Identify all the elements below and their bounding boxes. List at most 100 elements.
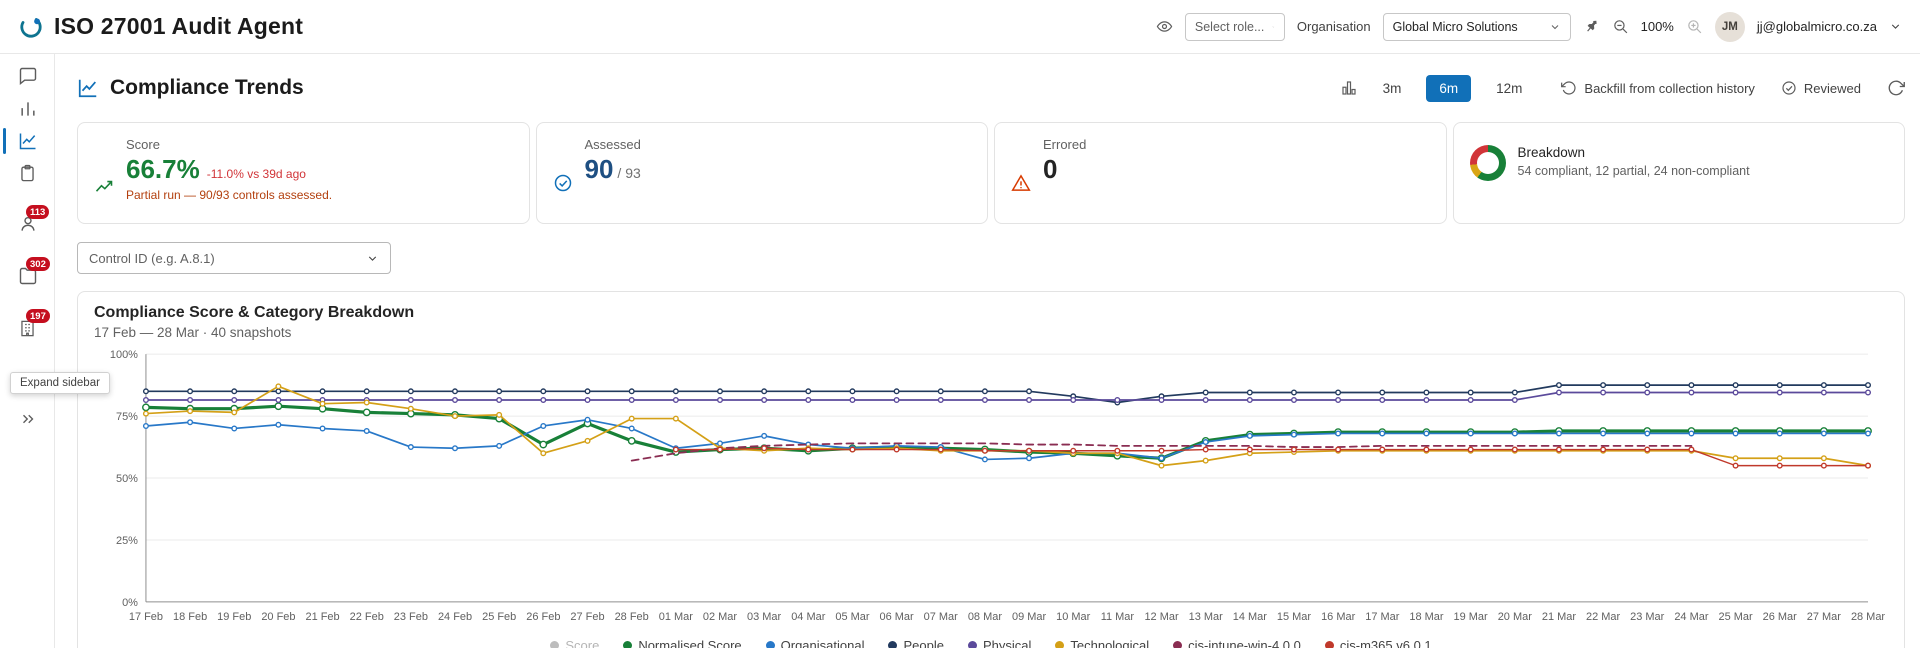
x-axis-label: 17 Feb: [129, 611, 163, 623]
sidebar-item-audits[interactable]: [0, 158, 55, 188]
legend-item[interactable]: Organisational: [765, 638, 865, 648]
main-content: Compliance Trends 3m 6m 12m Backfill fro…: [55, 54, 1920, 648]
sidebar-item-reports[interactable]: [0, 94, 55, 124]
breakdown-label: Breakdown: [1517, 145, 1586, 160]
x-axis-label: 03 Mar: [747, 611, 781, 623]
data-point: [496, 442, 503, 449]
backfill-button[interactable]: Backfill from collection history: [1561, 80, 1755, 96]
legend-item[interactable]: Technological: [1055, 638, 1149, 648]
data-point: [1335, 397, 1342, 403]
data-point: [1820, 389, 1827, 396]
data-point: [1114, 447, 1121, 454]
data-point: [142, 397, 149, 403]
trend-up-icon: [94, 165, 114, 209]
app-title: ISO 27001 Audit Agent: [54, 13, 304, 39]
user-email: jj@globalmicro.co.za: [1756, 19, 1877, 34]
data-point: [1379, 397, 1386, 403]
sidebar-item-trends[interactable]: [0, 126, 55, 156]
range-12m-button[interactable]: 12m: [1496, 80, 1523, 96]
data-point: [363, 427, 370, 434]
data-point: [1290, 389, 1297, 396]
data-point: [319, 400, 326, 407]
chart-subtitle: 17 Feb — 28 Mar · 40 snapshots: [94, 325, 292, 340]
trend-chart[interactable]: 0% 25% 50% 75% 100% 17 Feb 18 Feb 19 Feb 20 Feb 2…: [94, 346, 1888, 630]
data-point: [1820, 462, 1827, 469]
data-point: [672, 415, 679, 422]
x-axis-label: 07 Mar: [924, 611, 958, 623]
avatar[interactable]: JM: [1714, 11, 1745, 42]
account-chevron-icon[interactable]: [1889, 20, 1902, 33]
zoom-out-icon[interactable]: [1612, 18, 1629, 35]
data-point: [1776, 382, 1783, 389]
sidebar-item-assets[interactable]: 197: [0, 309, 55, 343]
column-chart-icon[interactable]: [1340, 79, 1358, 97]
sidebar-item-identities[interactable]: 113: [0, 205, 55, 239]
role-select[interactable]: Select role...: [1184, 12, 1285, 41]
data-point: [761, 432, 768, 439]
data-point: [628, 425, 635, 432]
score-card: Score 66.7% -11.0% vs 39d ago Partial run…: [77, 122, 530, 224]
data-point: [275, 421, 282, 428]
x-axis-label: 15 Mar: [1277, 611, 1311, 623]
x-axis-label: 26 Feb: [526, 611, 560, 623]
organisation-select[interactable]: Global Micro Solutions: [1382, 12, 1571, 41]
data-point: [1202, 397, 1209, 403]
data-point: [1688, 382, 1695, 389]
data-point: [1600, 430, 1607, 437]
x-axis-label: 01 Mar: [659, 611, 693, 623]
series-line-cis-m365-v6-0-1: [675, 447, 1869, 467]
data-point: [1202, 389, 1209, 396]
legend-item[interactable]: cis-m365 v6.0.1: [1324, 638, 1432, 648]
y-axis-label: 75%: [116, 411, 138, 423]
x-axis-label: 22 Feb: [350, 611, 384, 623]
control-id-filter[interactable]: Control ID (e.g. A.8.1): [77, 242, 391, 274]
data-point: [539, 440, 548, 449]
x-axis-label: 22 Mar: [1586, 611, 1620, 623]
legend-item[interactable]: cis-intune-win-4.0.0: [1173, 638, 1301, 648]
data-point: [1865, 382, 1872, 389]
range-6m-button[interactable]: 6m: [1426, 74, 1472, 102]
zoom-level: 100%: [1640, 19, 1674, 34]
data-point: [981, 456, 988, 463]
zoom-in-icon[interactable]: [1686, 18, 1703, 35]
range-3m-button[interactable]: 3m: [1382, 80, 1402, 96]
expand-sidebar-tooltip: Expand sidebar: [10, 372, 110, 394]
legend-item[interactable]: Normalised Score: [623, 638, 742, 648]
x-axis-label: 02 Mar: [703, 611, 737, 623]
chevron-down-icon: [1272, 26, 1275, 27]
page-title: Compliance Trends: [110, 76, 304, 99]
data-point: [319, 425, 326, 432]
data-point: [849, 388, 856, 395]
data-point: [1688, 430, 1695, 437]
reviewed-button[interactable]: Reviewed: [1781, 80, 1861, 96]
data-point: [187, 408, 194, 415]
app-logo-icon: [18, 14, 44, 40]
data-point: [1820, 455, 1827, 462]
eye-icon[interactable]: [1156, 18, 1173, 35]
legend-dot: [1055, 641, 1065, 648]
chart-title: Compliance Score & Category Breakdown: [94, 304, 415, 321]
sidebar-item-chat[interactable]: [0, 61, 55, 91]
breakdown-detail: 54 compliant, 12 partial, 24 non-complia…: [1517, 164, 1750, 178]
data-point: [981, 388, 988, 395]
x-axis-label: 10 Mar: [1056, 611, 1090, 623]
data-point: [627, 436, 636, 445]
clipboard-icon: [18, 164, 37, 183]
chart-legend: Score Normalised Score Organisational Peopl…: [94, 638, 1888, 648]
sidebar-item-evidence[interactable]: 302: [0, 257, 55, 291]
legend-item[interactable]: Score: [550, 638, 599, 648]
pin-icon[interactable]: [1583, 18, 1600, 35]
legend-item[interactable]: Physical: [967, 638, 1031, 648]
refresh-icon[interactable]: [1887, 79, 1905, 97]
data-point: [1290, 431, 1297, 438]
legend-dot: [765, 641, 775, 648]
data-point: [717, 440, 723, 447]
legend-label: Organisational: [780, 638, 865, 648]
legend-dot: [1173, 641, 1183, 648]
data-point: [540, 397, 547, 403]
data-point: [628, 415, 635, 422]
data-point: [584, 388, 591, 395]
legend-item[interactable]: People: [888, 638, 944, 648]
sidebar-expand-button[interactable]: [0, 404, 55, 434]
x-axis-label: 23 Feb: [394, 611, 428, 623]
